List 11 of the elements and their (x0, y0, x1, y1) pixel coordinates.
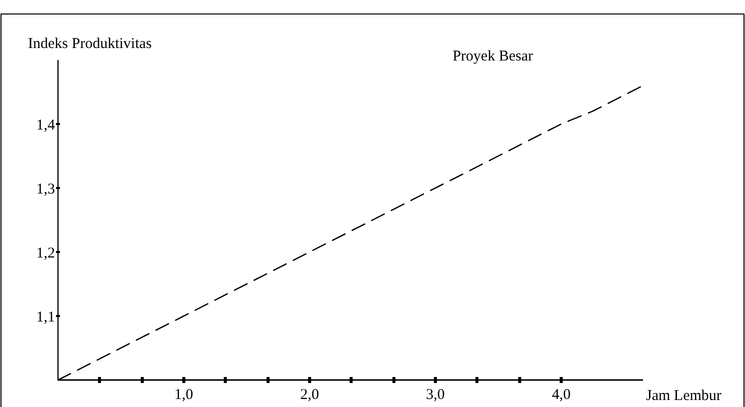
x-tick-label: 1,0 (174, 387, 194, 403)
y-tick-label: 1,4 (36, 117, 56, 134)
y-tick-label: 1,1 (36, 309, 55, 326)
y-tick-label: 1,3 (36, 181, 55, 198)
x-axis-title: Jam Lembur (646, 388, 722, 404)
text: Proyek Besar (452, 48, 533, 65)
y-axis-title: Indeks Produktivitas (28, 36, 152, 52)
x-tick-label: 4,0 (552, 387, 571, 403)
x-tick-label: 2,0 (300, 387, 319, 403)
y-tick-label: 1,2 (36, 245, 55, 262)
x-tick-label: 3,0 (426, 387, 445, 403)
